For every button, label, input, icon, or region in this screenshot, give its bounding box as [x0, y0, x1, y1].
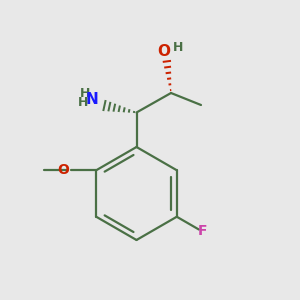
Text: O: O — [157, 44, 170, 59]
Text: H: H — [80, 87, 91, 100]
Text: O: O — [57, 163, 69, 177]
Text: H: H — [78, 96, 88, 109]
Text: F: F — [198, 224, 207, 238]
Text: N: N — [86, 92, 99, 107]
Text: H: H — [173, 40, 184, 54]
